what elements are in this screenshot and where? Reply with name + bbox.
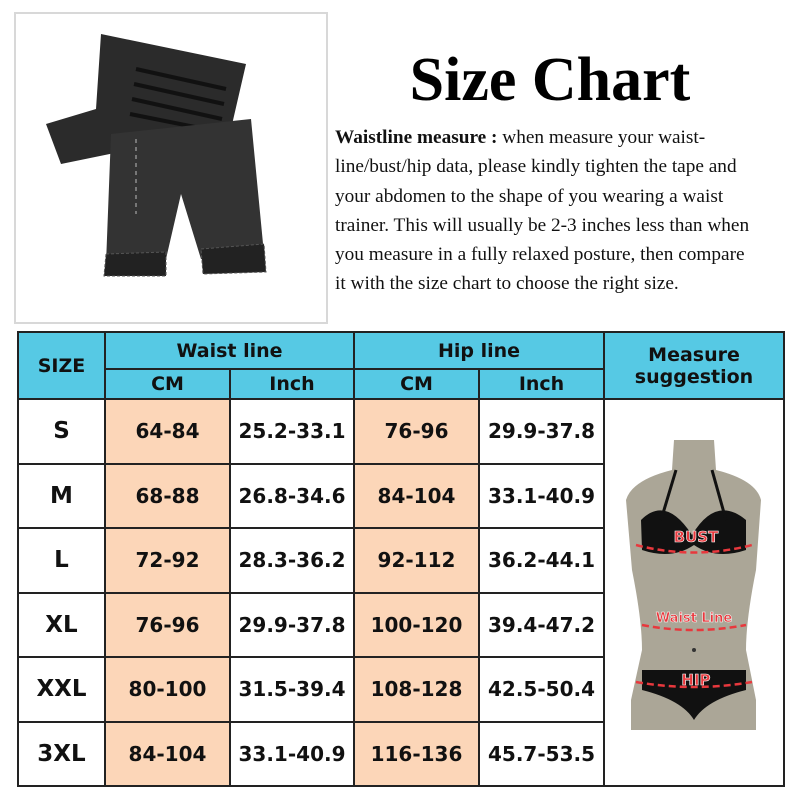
- size-cell: 3XL: [17, 720, 106, 787]
- waist-header: Waist line: [104, 331, 355, 370]
- waist-inch-cell: 25.2-33.1: [229, 398, 355, 465]
- waist-inch-cell: 28.3-36.2: [229, 527, 355, 594]
- page-title: Size Chart: [409, 46, 691, 114]
- bust-label: BUST: [674, 528, 719, 546]
- hip-inch-cell: 36.2-44.1: [477, 527, 606, 594]
- table-row: 3XL 84-104 33.1-40.9 116-136 45.7-53.5: [17, 720, 784, 787]
- waist-trainer-shorts-image: [46, 34, 267, 277]
- hip-inch-header: Inch: [477, 368, 606, 400]
- hip-inch-cell: 29.9-37.8: [477, 398, 606, 465]
- size-cell: XL: [17, 591, 106, 658]
- waist-label: Waist Line: [656, 611, 733, 626]
- waist-cm-cell: 76-96: [104, 591, 231, 658]
- hip-cm-cell: 92-112: [353, 527, 480, 594]
- hip-inch-cell: 33.1-40.9: [477, 462, 606, 529]
- hip-inch-cell: 42.5-50.4: [477, 656, 606, 723]
- description-text: when measure your waist-line/bust/hip da…: [335, 127, 750, 295]
- waist-cm-cell: 84-104: [104, 720, 231, 787]
- measure-figure: BUST Waist Line HIP: [603, 398, 786, 787]
- measure-header: Measure suggestion: [603, 331, 786, 400]
- waist-cm-cell: 64-84: [104, 398, 231, 465]
- hip-inch-cell: 39.4-47.2: [477, 591, 606, 658]
- hip-inch-cell: 45.7-53.5: [477, 720, 606, 787]
- hip-label: HIP: [681, 671, 710, 689]
- hip-cm-cell: 84-104: [353, 462, 480, 529]
- table-row: M 68-88 26.8-34.6 84-104 33.1-40.9: [17, 462, 784, 529]
- hip-cm-header: CM: [353, 368, 480, 400]
- hip-header: Hip line: [352, 331, 606, 370]
- size-table: SIZE Waist line Hip line Measure suggest…: [17, 331, 786, 787]
- table-row: S 64-84 25.2-33.1 76-96 29.9-37.8 BUST W…: [17, 398, 786, 787]
- measure-description: Waistline measure : when measure your wa…: [335, 123, 755, 299]
- hip-cm-cell: 116-136: [353, 720, 480, 787]
- table-row: XXL 80-100 31.5-39.4 108-128 42.5-50.4: [17, 656, 784, 723]
- waist-inch-cell: 31.5-39.4: [229, 656, 355, 723]
- hip-cm-cell: 100-120: [353, 591, 480, 658]
- waist-cm-header: CM: [104, 368, 231, 400]
- size-cell: L: [17, 527, 106, 594]
- table-row: L 72-92 28.3-36.2 92-112 36.2-44.1: [17, 527, 784, 594]
- waist-inch-cell: 33.1-40.9: [229, 720, 355, 787]
- table-row: XL 76-96 29.9-37.8 100-120 39.4-47.2: [17, 591, 784, 658]
- size-cell: M: [17, 462, 106, 529]
- hip-cm-cell: 76-96: [353, 398, 480, 465]
- product-photo: [14, 12, 328, 324]
- waist-inch-cell: 29.9-37.8: [229, 591, 355, 658]
- waist-cm-cell: 80-100: [104, 656, 231, 723]
- waist-cm-cell: 72-92: [104, 527, 231, 594]
- description-label: Waistline measure :: [335, 127, 498, 148]
- hip-cm-cell: 108-128: [353, 656, 480, 723]
- size-header: SIZE: [17, 331, 106, 400]
- mannequin-figure: BUST Waist Line HIP: [626, 440, 762, 730]
- size-cell: S: [17, 398, 106, 465]
- waist-cm-cell: 68-88: [104, 462, 231, 529]
- waist-inch-cell: 26.8-34.6: [229, 462, 355, 529]
- waist-inch-header: Inch: [229, 368, 355, 400]
- size-cell: XXL: [17, 656, 106, 723]
